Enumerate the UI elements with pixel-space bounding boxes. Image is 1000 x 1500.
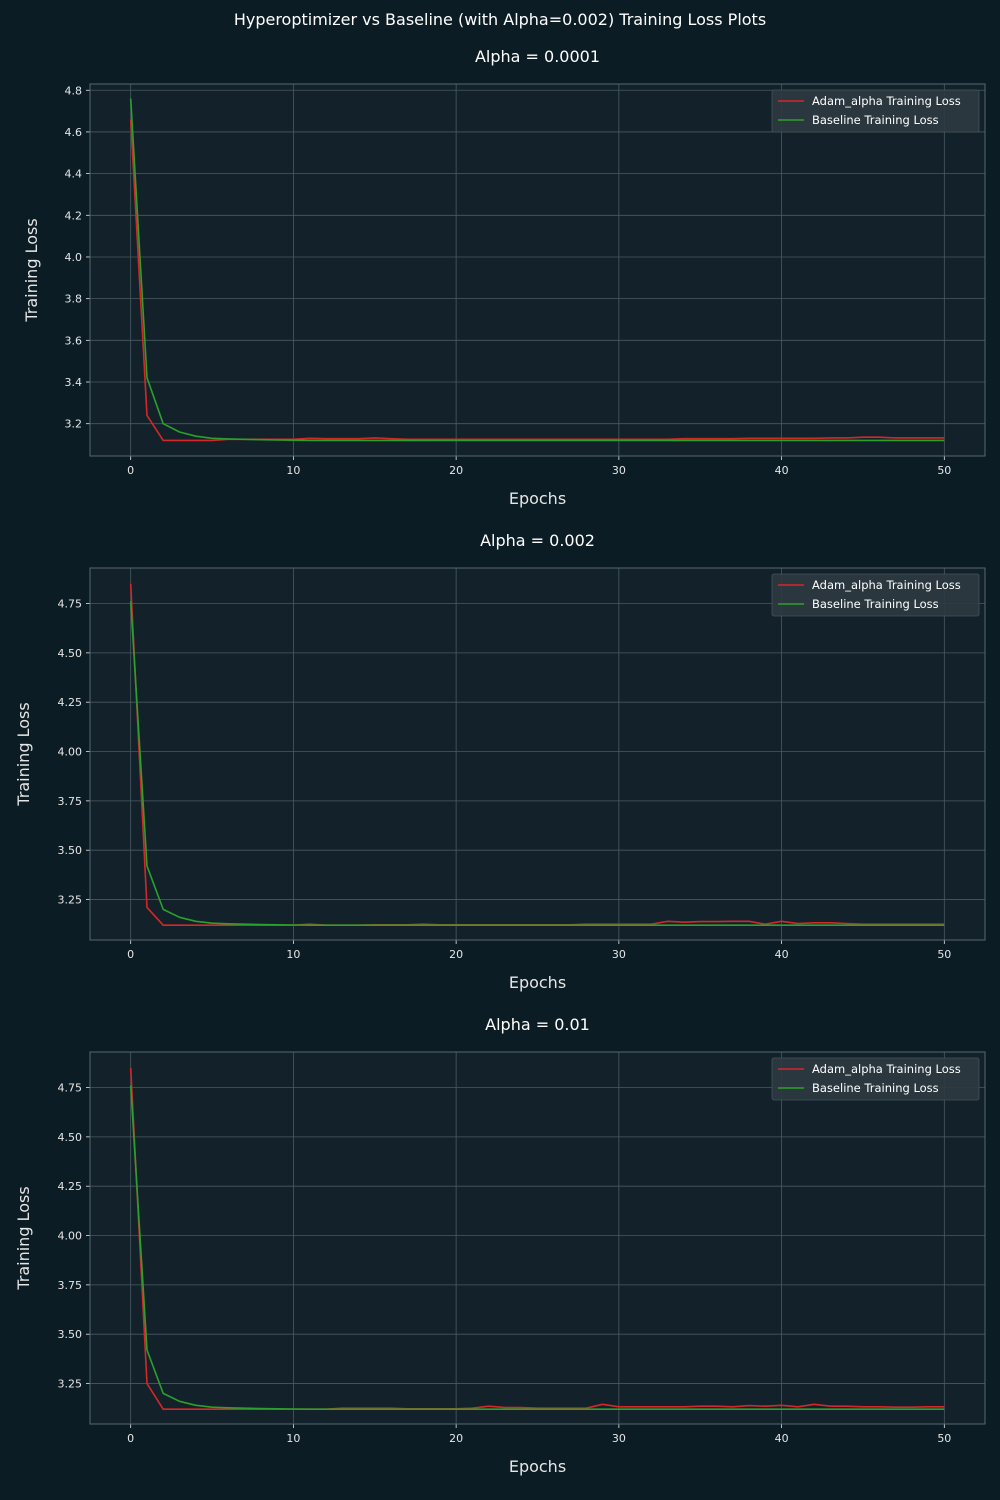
y-tick-label: 4.8 [65, 84, 83, 97]
y-axis-label: Training Loss [14, 1186, 33, 1290]
plot-area [90, 1052, 985, 1424]
y-tick-label: 4.0 [65, 251, 83, 264]
y-tick-label: 3.2 [65, 418, 83, 431]
x-axis-label: Epochs [509, 973, 566, 992]
x-axis-label: Epochs [509, 489, 566, 508]
legend: Adam_alpha Training Loss Baseline Trainin… [771, 573, 980, 617]
x-tick-label: 30 [612, 1432, 626, 1445]
y-tick-label: 4.6 [65, 126, 83, 139]
x-tick-label: 20 [449, 1432, 463, 1445]
y-tick-label: 4.2 [65, 209, 83, 222]
y-tick-label: 4.4 [65, 168, 83, 181]
chart-title: Alpha = 0.002 [480, 531, 595, 550]
axes-frame [89, 567, 986, 941]
x-tick-label: 50 [937, 464, 951, 477]
x-tick-label: 20 [449, 948, 463, 961]
legend-label: Adam_alpha Training Loss [812, 1062, 961, 1076]
series-line-baseline [129, 98, 945, 442]
x-tick-label: 0 [127, 948, 134, 961]
legend-label: Baseline Training Loss [812, 1081, 939, 1095]
chart-panel-alpha-0.01: Alpha = 0.01 0 10 20 30 40 50 3.25 3.50 3.75 4.00 4… [0, 1000, 1000, 1484]
y-tick-label: 4.00 [58, 1230, 83, 1243]
legend-label: Baseline Training Loss [812, 113, 939, 127]
axes-frame [89, 83, 986, 457]
y-tick-label: 3.6 [65, 334, 83, 347]
x-tick-label: 10 [286, 464, 300, 477]
x-tick-label: 0 [127, 464, 134, 477]
plot-area [90, 568, 985, 940]
legend-label: Adam_alpha Training Loss [812, 578, 961, 592]
loss-chart-alpha-0.01: Alpha = 0.01 0 10 20 30 40 50 3.25 3.50 3.75 4.00 4… [14, 1015, 986, 1476]
y-tick-label: 3.50 [58, 844, 83, 857]
legend-label: Adam_alpha Training Loss [812, 94, 961, 108]
y-tick-label: 3.8 [65, 293, 83, 306]
y-tick-label: 4.50 [58, 1131, 83, 1144]
y-tick-label: 4.25 [58, 1180, 83, 1193]
y-tick-label: 4.75 [58, 1082, 83, 1095]
plot-area [90, 84, 985, 456]
x-tick-label: 20 [449, 464, 463, 477]
y-axis-label: Training Loss [14, 702, 33, 806]
legend-label: Baseline Training Loss [812, 597, 939, 611]
legend: Adam_alpha Training Loss Baseline Trainin… [771, 89, 980, 133]
y-tick-label: 4.00 [58, 746, 83, 759]
y-tick-label: 3.75 [58, 1279, 83, 1292]
y-tick-label: 3.75 [58, 795, 83, 808]
chart-panel-alpha-0.002: Alpha = 0.002 0 10 20 30 40 50 3.25 3.50 3.75 4.00… [0, 516, 1000, 1000]
x-tick-label: 10 [286, 1432, 300, 1445]
series-line-baseline [129, 1085, 945, 1411]
figure-title: Hyperoptimizer vs Baseline (with Alpha=0… [233, 10, 767, 29]
x-tick-label: 30 [612, 464, 626, 477]
y-tick-label: 3.25 [58, 894, 83, 907]
chart-title: Alpha = 0.0001 [475, 47, 600, 66]
x-tick-label: 50 [937, 1432, 951, 1445]
x-tick-label: 10 [286, 948, 300, 961]
series-line-baseline [129, 601, 945, 927]
chart-title: Alpha = 0.01 [485, 1015, 590, 1034]
axes-frame [89, 1051, 986, 1425]
legend: Adam_alpha Training Loss Baseline Trainin… [771, 1057, 980, 1101]
legend-box [771, 89, 980, 133]
chart-panel-alpha-0.0001: Alpha = 0.0001 0 10 20 30 40 50 3.2 3.4 3.6 3.8 4.0… [0, 32, 1000, 516]
x-tick-label: 40 [775, 464, 789, 477]
x-tick-label: 40 [775, 948, 789, 961]
loss-chart-alpha-0.0001: Alpha = 0.0001 0 10 20 30 40 50 3.2 3.4 3.6 3.8 4.0… [22, 47, 986, 508]
loss-chart-alpha-0.002: Alpha = 0.002 0 10 20 30 40 50 3.25 3.50 3.75 4.00… [14, 531, 986, 992]
y-tick-label: 4.25 [58, 696, 83, 709]
x-tick-label: 40 [775, 1432, 789, 1445]
y-tick-label: 4.75 [58, 598, 83, 611]
y-tick-label: 3.50 [58, 1328, 83, 1341]
x-tick-label: 50 [937, 948, 951, 961]
y-tick-label: 3.4 [65, 376, 83, 389]
y-tick-label: 4.50 [58, 647, 83, 660]
x-tick-label: 30 [612, 948, 626, 961]
y-axis-label: Training Loss [22, 218, 41, 322]
legend-box [771, 573, 980, 617]
x-tick-label: 0 [127, 1432, 134, 1445]
y-tick-label: 3.25 [58, 1378, 83, 1391]
x-axis-label: Epochs [509, 1457, 566, 1476]
legend-box [771, 1057, 980, 1101]
